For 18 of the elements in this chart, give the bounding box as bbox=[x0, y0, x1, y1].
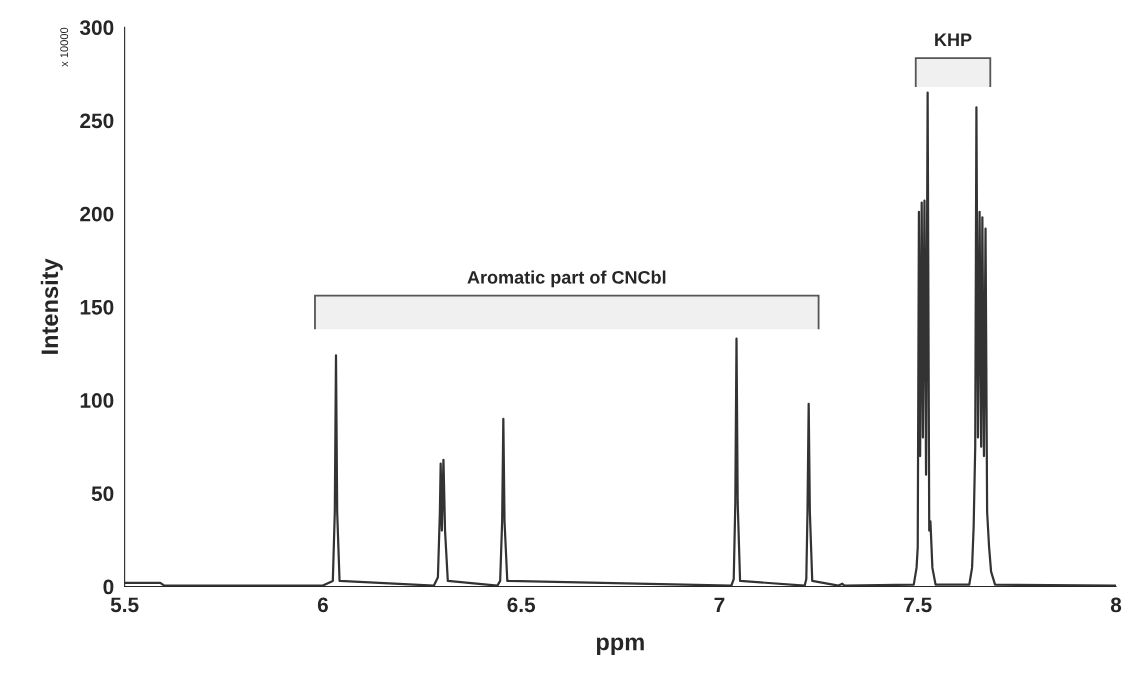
text: x 10000 bbox=[60, 27, 69, 67]
band-label: KHP bbox=[935, 33, 972, 46]
band-label: Aromatic part of CNCbl bbox=[467, 270, 666, 288]
y-tick-label: 250 bbox=[80, 113, 114, 129]
y-tick-label: 0 bbox=[103, 579, 114, 595]
x-tick-label: 5.5 bbox=[110, 597, 139, 613]
y-tick-label: 150 bbox=[80, 299, 114, 315]
x-tick-label: 6.5 bbox=[507, 597, 536, 613]
x-tick-label: 8 bbox=[1110, 597, 1122, 613]
x-tick-label: 7 bbox=[714, 597, 725, 613]
x-axis-title: ppm bbox=[596, 637, 644, 656]
y-tick-label: 100 bbox=[80, 393, 114, 408]
y-tick-label: 300 bbox=[79, 20, 114, 36]
x-tick-label: 6 bbox=[317, 597, 328, 613]
x-tick-label: 7.5 bbox=[904, 597, 932, 613]
y-axis-title: Intensity bbox=[40, 258, 63, 354]
y-tick-label: 200 bbox=[80, 206, 114, 222]
y-tick-label: 50 bbox=[91, 486, 114, 502]
